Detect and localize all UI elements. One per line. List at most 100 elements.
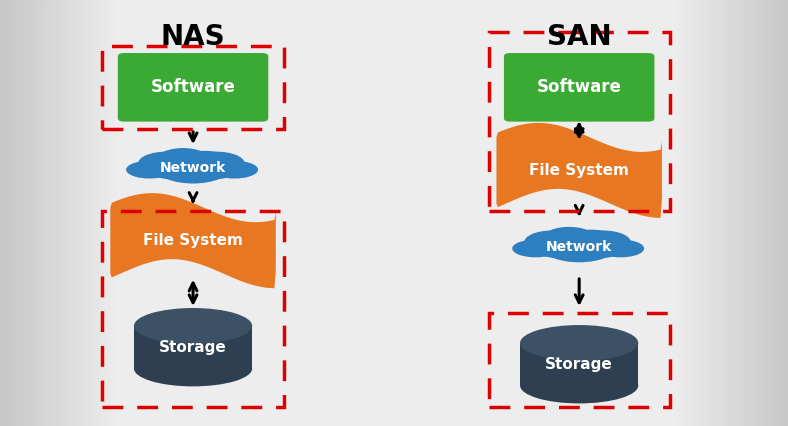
Bar: [335, 0, 339, 426]
Bar: [552, 0, 556, 426]
Bar: [623, 0, 626, 426]
Bar: [729, 0, 733, 426]
Ellipse shape: [574, 230, 630, 254]
Bar: [693, 0, 697, 426]
Bar: [296, 0, 299, 426]
Ellipse shape: [138, 152, 195, 175]
Text: Network: Network: [546, 240, 612, 254]
Bar: [225, 0, 229, 426]
FancyBboxPatch shape: [504, 53, 654, 122]
Bar: [599, 0, 603, 426]
Bar: [177, 0, 181, 426]
Ellipse shape: [597, 239, 644, 257]
Bar: [457, 0, 461, 426]
Bar: [284, 0, 288, 426]
Ellipse shape: [182, 151, 229, 170]
Bar: [51, 0, 55, 426]
Bar: [556, 0, 559, 426]
Text: File System: File System: [143, 233, 243, 248]
Bar: [630, 0, 634, 426]
Bar: [449, 0, 453, 426]
Bar: [331, 0, 335, 426]
Bar: [193, 0, 197, 426]
Bar: [366, 0, 370, 426]
Ellipse shape: [126, 161, 173, 178]
Bar: [370, 0, 374, 426]
Bar: [650, 0, 654, 426]
Bar: [299, 0, 303, 426]
Bar: [520, 0, 524, 426]
FancyBboxPatch shape: [520, 343, 638, 386]
Bar: [71, 0, 75, 426]
Bar: [75, 0, 79, 426]
Bar: [142, 0, 146, 426]
Bar: [504, 0, 508, 426]
Bar: [221, 0, 225, 426]
Bar: [303, 0, 307, 426]
Bar: [347, 0, 351, 426]
Bar: [394, 0, 398, 426]
Bar: [102, 211, 284, 407]
Text: Software: Software: [151, 78, 236, 96]
Bar: [43, 0, 47, 426]
Bar: [496, 0, 500, 426]
Bar: [701, 0, 705, 426]
Bar: [646, 0, 650, 426]
Bar: [733, 0, 737, 426]
Bar: [55, 0, 59, 426]
Bar: [500, 0, 504, 426]
Bar: [406, 0, 410, 426]
Polygon shape: [110, 193, 276, 288]
Bar: [280, 0, 284, 426]
Ellipse shape: [211, 161, 258, 178]
Bar: [110, 0, 114, 426]
Bar: [106, 0, 110, 426]
Bar: [229, 0, 232, 426]
Bar: [173, 0, 177, 426]
Bar: [721, 0, 725, 426]
Bar: [481, 0, 485, 426]
Bar: [197, 0, 201, 426]
Bar: [0, 0, 4, 426]
Bar: [95, 0, 98, 426]
Bar: [492, 0, 496, 426]
Ellipse shape: [188, 152, 244, 175]
Bar: [595, 0, 599, 426]
Bar: [4, 0, 8, 426]
Bar: [780, 0, 784, 426]
Ellipse shape: [512, 239, 559, 257]
Text: SAN: SAN: [547, 23, 611, 52]
Bar: [575, 0, 579, 426]
Bar: [276, 0, 280, 426]
Bar: [165, 0, 169, 426]
Bar: [682, 0, 686, 426]
Ellipse shape: [520, 325, 638, 361]
Bar: [288, 0, 292, 426]
Bar: [162, 0, 165, 426]
Bar: [319, 0, 323, 426]
Bar: [670, 0, 674, 426]
Bar: [626, 0, 630, 426]
Bar: [150, 0, 154, 426]
Bar: [548, 0, 552, 426]
Text: Storage: Storage: [545, 357, 613, 372]
Bar: [236, 0, 240, 426]
Bar: [461, 0, 465, 426]
Bar: [583, 0, 587, 426]
Bar: [465, 0, 469, 426]
Ellipse shape: [158, 148, 209, 169]
Bar: [154, 0, 158, 426]
Bar: [102, 46, 284, 129]
Bar: [264, 0, 268, 426]
Bar: [725, 0, 729, 426]
Bar: [437, 0, 441, 426]
Polygon shape: [496, 123, 662, 218]
Bar: [67, 0, 71, 426]
Bar: [473, 0, 477, 426]
Bar: [768, 0, 772, 426]
Bar: [524, 0, 528, 426]
Bar: [63, 0, 67, 426]
Bar: [307, 0, 311, 426]
Bar: [378, 0, 382, 426]
Bar: [776, 0, 780, 426]
